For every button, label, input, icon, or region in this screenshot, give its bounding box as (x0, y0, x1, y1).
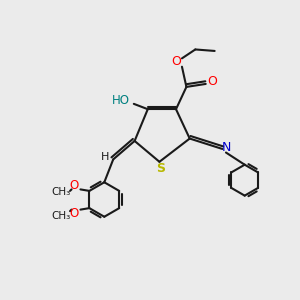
Text: O: O (207, 75, 217, 88)
Text: N: N (222, 141, 231, 154)
Text: CH₃: CH₃ (52, 187, 71, 197)
Text: S: S (156, 162, 165, 175)
Text: O: O (172, 55, 182, 68)
Text: CH₃: CH₃ (52, 212, 71, 221)
Text: H: H (101, 152, 109, 162)
Text: O: O (69, 207, 78, 220)
Text: O: O (69, 179, 78, 192)
Text: HO: HO (112, 94, 130, 107)
